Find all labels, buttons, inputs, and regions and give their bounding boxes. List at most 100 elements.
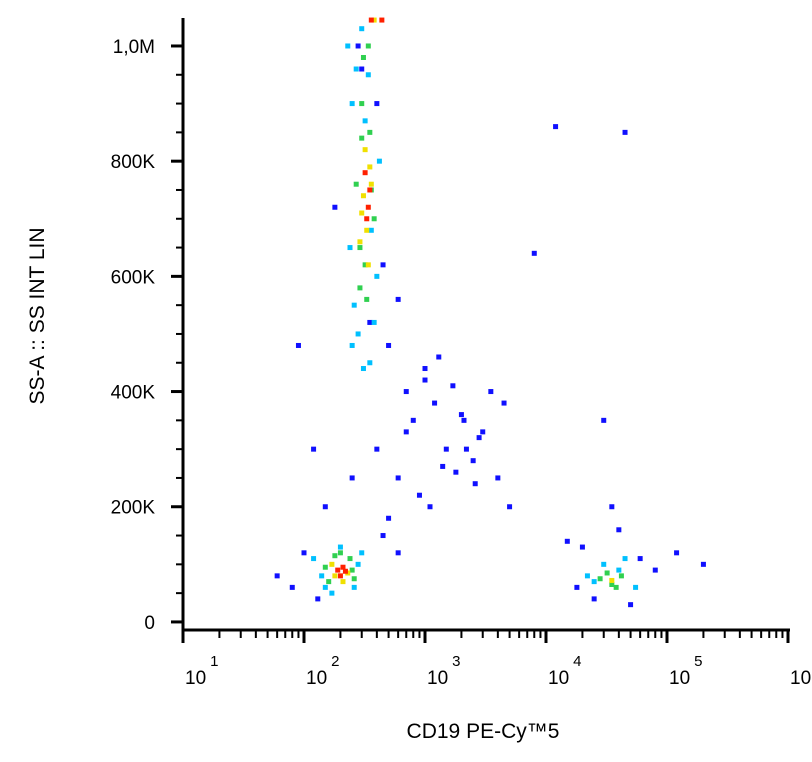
- data-point: [359, 101, 365, 107]
- data-point: [357, 239, 363, 245]
- data-point: [453, 469, 459, 475]
- data-point: [609, 504, 615, 510]
- data-point: [332, 553, 338, 559]
- data-point: [604, 570, 610, 576]
- data-point: [365, 262, 371, 268]
- data-point: [362, 118, 368, 124]
- data-point: [367, 360, 373, 366]
- data-point: [628, 602, 634, 608]
- x-tick-base: 10: [306, 668, 327, 689]
- data-point: [416, 492, 422, 498]
- data-point: [364, 216, 370, 222]
- y-axis-title: SS-A :: SS INT LIN: [26, 227, 49, 404]
- data-point: [622, 129, 628, 135]
- data-point: [349, 342, 355, 348]
- data-point: [700, 561, 706, 567]
- x-tick-exponent: 5: [694, 653, 702, 670]
- data-point: [322, 564, 328, 570]
- data-point: [364, 227, 370, 233]
- data-point: [349, 101, 355, 107]
- data-point: [374, 273, 380, 279]
- data-point: [353, 181, 359, 187]
- data-point: [609, 581, 615, 587]
- data-point: [495, 475, 501, 481]
- data-point: [319, 573, 325, 579]
- data-point: [652, 567, 658, 573]
- data-point: [488, 389, 494, 395]
- data-point: [355, 561, 361, 567]
- data-point: [360, 54, 366, 60]
- data-point: [359, 66, 365, 72]
- x-tick-label: 105: [669, 653, 702, 689]
- x-tick-label: 101: [185, 653, 218, 689]
- data-point: [362, 147, 368, 153]
- data-point: [422, 377, 428, 383]
- x-tick-exponent: 1: [210, 653, 218, 670]
- data-point: [274, 573, 280, 579]
- data-point: [432, 400, 438, 406]
- data-point: [601, 417, 607, 423]
- data-point: [329, 590, 335, 596]
- data-point: [340, 564, 346, 570]
- data-point: [347, 556, 353, 562]
- data-point: [329, 561, 335, 567]
- data-point: [332, 204, 338, 210]
- data-point: [362, 170, 368, 176]
- y-tick-label: 800K: [111, 152, 156, 173]
- data-point: [335, 567, 341, 573]
- data-point: [440, 463, 446, 469]
- data-point: [364, 296, 370, 302]
- data-point: [674, 550, 680, 556]
- data-point: [357, 285, 363, 291]
- data-point: [597, 576, 603, 582]
- data-point: [616, 567, 622, 573]
- data-point: [332, 573, 338, 579]
- data-point: [461, 417, 467, 423]
- data-point: [564, 538, 570, 544]
- data-point: [476, 435, 482, 441]
- data-point: [349, 567, 355, 573]
- data-point: [380, 533, 386, 539]
- data-point: [403, 429, 409, 435]
- x-tick-base: 10: [669, 668, 690, 689]
- x-tick-label: 102: [306, 653, 339, 689]
- data-point: [553, 124, 559, 130]
- x-tick-exponent: 3: [452, 653, 460, 670]
- data-point: [507, 504, 513, 510]
- x-tick-base: 10: [548, 668, 569, 689]
- data-point: [360, 193, 366, 199]
- data-point: [395, 475, 401, 481]
- data-point: [579, 544, 585, 550]
- data-point: [311, 556, 317, 562]
- data-point: [591, 596, 597, 602]
- data-point: [301, 550, 307, 556]
- data-point: [616, 527, 622, 533]
- data-point: [340, 579, 346, 585]
- data-point: [450, 383, 456, 389]
- data-point: [365, 72, 371, 78]
- data-point: [342, 568, 348, 574]
- data-point: [289, 584, 295, 590]
- data-point: [365, 204, 371, 210]
- data-point: [531, 250, 537, 256]
- y-tick-label: 1,0M: [113, 37, 155, 58]
- data-point: [371, 17, 377, 23]
- x-tick-exponent: 2: [331, 653, 339, 670]
- x-tick-base: 10: [790, 668, 811, 689]
- data-point: [360, 366, 366, 372]
- data-point: [374, 101, 380, 107]
- data-point: [337, 550, 343, 556]
- y-tick-label: 0: [144, 613, 155, 634]
- data-point: [410, 417, 416, 423]
- data-point: [362, 262, 368, 268]
- data-point: [395, 296, 401, 302]
- data-point: [357, 245, 363, 251]
- data-point: [374, 446, 380, 452]
- data-point: [371, 216, 377, 222]
- data-point: [371, 319, 377, 325]
- y-tick-label: 200K: [111, 498, 156, 519]
- data-point: [359, 135, 365, 141]
- data-point: [345, 43, 351, 49]
- data-point: [355, 331, 361, 337]
- data-point: [367, 129, 373, 135]
